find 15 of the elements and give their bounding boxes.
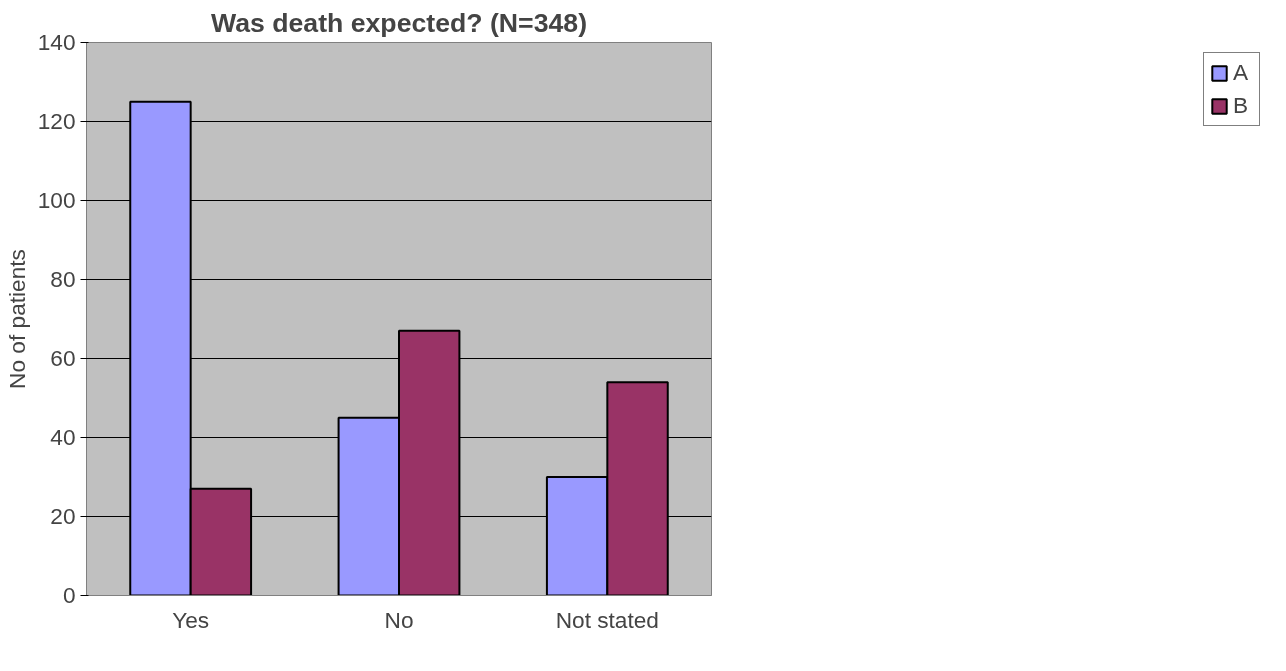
y-tick-label: 120: [37, 108, 76, 134]
x-tick-label: No: [384, 606, 414, 633]
y-tick-label: 140: [37, 29, 76, 55]
y-tick-label: 60: [50, 345, 76, 371]
legend-label: A: [1233, 59, 1250, 86]
y-tick-label: 0: [62, 582, 76, 608]
y-tick-label: 80: [50, 266, 76, 292]
y-axis-title: No of patients: [3, 249, 30, 389]
x-tick-label: Yes: [172, 606, 210, 633]
legend-label: B: [1233, 92, 1250, 119]
y-tick-label: 40: [50, 424, 76, 450]
y-tick-label: 100: [37, 187, 76, 213]
y-tick-label: 20: [50, 503, 76, 529]
x-tick-label: Not stated: [555, 606, 659, 633]
chart-title: Was death expected? (N=348): [210, 7, 588, 38]
